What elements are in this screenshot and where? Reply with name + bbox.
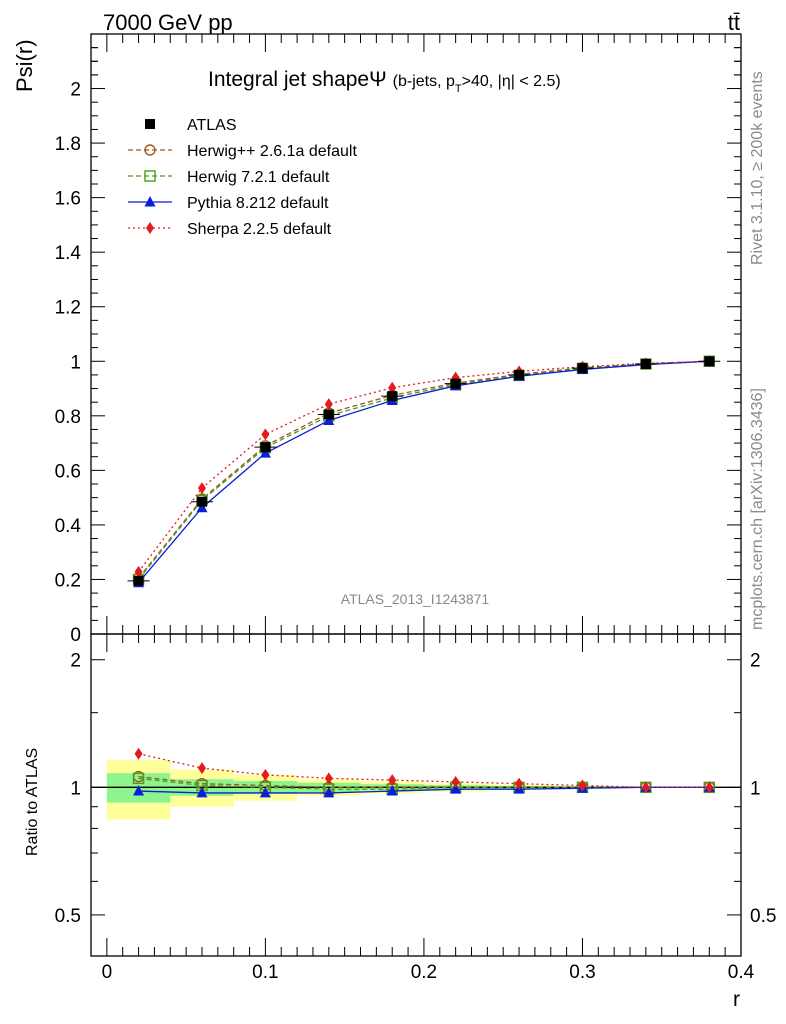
main-y-tick-label: 0.4 [55, 516, 82, 537]
data-point-pythia-8-212-default [196, 501, 208, 513]
ratio-y-tick-label-left: 2 [70, 651, 81, 672]
data-point-sherpa-2-2-5-default [324, 398, 333, 411]
series-line-herwig-7-2-1-default [138, 360, 710, 580]
legend-label-herwig-2-6-1a-default: Herwig++ 2.6.1a default [187, 143, 357, 160]
data-point-sherpa-2-2-5-default [388, 381, 397, 394]
ratio-point-sherpa-2-2-5-default [641, 781, 650, 794]
data-point-sherpa-2-2-5-default [134, 565, 143, 578]
series-line-pythia-8-212-default [138, 360, 710, 584]
main-y-tick-label: 0.8 [55, 407, 81, 428]
x-tick-label: 0 [102, 962, 113, 983]
data-point-sherpa-2-2-5-default [261, 428, 270, 441]
title-main: Integral jet shapeΨ [208, 68, 387, 91]
ratio-y-tick-label-right: 1 [750, 778, 761, 799]
ratio-point-pythia-8-212-default [133, 785, 145, 796]
main-panel: 0 0.2 0.4 0.6 0.8 1 1.2 1.4 1.6 1.8 2 [55, 33, 742, 646]
energy-label: 7000 GeV pp [103, 10, 233, 35]
ratio-y-tick-label-right: 0.5 [750, 906, 776, 927]
main-y-tick-label: 2 [70, 80, 81, 101]
title-detail-prefix: (b-jets, p [393, 73, 455, 90]
main-y-tick-label: 0 [70, 625, 81, 646]
legend-marker-sherpa-2-2-5-default [146, 222, 154, 234]
data-point-pythia-8-212-default [259, 447, 271, 458]
main-y-tick-label: 1.6 [55, 189, 81, 210]
ratio-y-tick-label-left: 1 [70, 778, 81, 799]
legend-marker-pythia-8-212-default [144, 196, 156, 207]
ratio-point-pythia-8-212-default [196, 786, 208, 798]
ratio-point-sherpa-2-2-5-default [705, 781, 714, 794]
ratio-point-sherpa-2-2-5-default [197, 762, 206, 775]
series-line-sherpa-2-2-5-default [138, 360, 710, 573]
mcplots-label: mcplots.cern.ch [arXiv:1306.3436] [749, 388, 766, 630]
ratio-point-pythia-8-212-default [450, 783, 462, 794]
main-y-tick-label: 1.2 [55, 298, 81, 319]
main-y-tick-label: 1.8 [55, 134, 81, 155]
ratio-line-pythia-8-212-default [138, 786, 710, 794]
ratio-line-sherpa-2-2-5-default [138, 753, 710, 788]
title-detail-suffix: >40, |η| < 2.5) [462, 73, 561, 90]
process-label: tt̄ [728, 10, 740, 35]
x-tick-label: 0.1 [252, 962, 278, 983]
ratio-panel: 0 0.1 0.2 0.3 0.4 0.5 0.5 1 1 2 2 [55, 633, 776, 983]
ratio-frame [90, 633, 742, 957]
main-y-axis-label: Psi(r) [12, 39, 37, 92]
ratio-point-herwig-7-2-1-default [132, 772, 145, 785]
x-axis-label: r [733, 988, 740, 1011]
data-point-pythia-8-212-default [323, 414, 335, 425]
legend-marker-herwig-7-2-1-default [144, 170, 156, 182]
analysis-label: ATLAS_2013_I1243871 [341, 591, 490, 607]
ratio-y-axis-label: Ratio to ATLAS [24, 748, 41, 856]
ratio-y-tick-label-right: 2 [750, 651, 761, 672]
legend-marker-herwig-2-6-1a-default [144, 144, 156, 156]
x-tick-label: 0.3 [569, 962, 595, 983]
ratio-point-sherpa-2-2-5-default [451, 775, 460, 788]
ratio-point-sherpa-2-2-5-default [134, 747, 143, 760]
ratio-point-pythia-8-212-default [259, 786, 271, 798]
main-y-tick-label: 1.4 [55, 243, 82, 264]
data-point-sherpa-2-2-5-default [197, 482, 206, 495]
main-title: Integral jet shapeΨ (b-jets, pT>40, |η| <… [208, 68, 561, 95]
main-y-tick-label: 0.2 [55, 570, 81, 591]
ratio-point-pythia-8-212-default [386, 785, 398, 796]
rivet-label: Rivet 3.1.10, ≥ 200k events [749, 71, 766, 265]
legend-marker-atlas [145, 119, 155, 129]
ratio-point-sherpa-2-2-5-default [578, 779, 587, 792]
ratio-point-pythia-8-212-default [323, 786, 335, 798]
title-detail-sub: T [455, 83, 462, 95]
ratio-point-sherpa-2-2-5-default [515, 777, 524, 790]
legend-label-herwig-7-2-1-default: Herwig 7.2.1 default [187, 169, 330, 186]
main-y-tick-label: 1 [70, 352, 81, 373]
ratio-point-sherpa-2-2-5-default [261, 768, 270, 781]
x-tick-label: 0.4 [728, 962, 755, 983]
legend-label-sherpa-2-2-5-default: Sherpa 2.2.5 default [187, 221, 332, 238]
legend-label-pythia-8-212-default: Pythia 8.212 default [187, 195, 329, 212]
ratio-point-sherpa-2-2-5-default [324, 772, 333, 785]
x-tick-label: 0.2 [411, 962, 437, 983]
main-y-tick-label: 0.6 [55, 461, 81, 482]
legend: ATLAS Herwig++ 2.6.1a default Herwig 7.2.1… [128, 117, 357, 238]
legend-label-atlas: ATLAS [187, 117, 237, 134]
ratio-y-tick-label-left: 0.5 [55, 906, 81, 927]
ratio-point-sherpa-2-2-5-default [388, 774, 397, 787]
